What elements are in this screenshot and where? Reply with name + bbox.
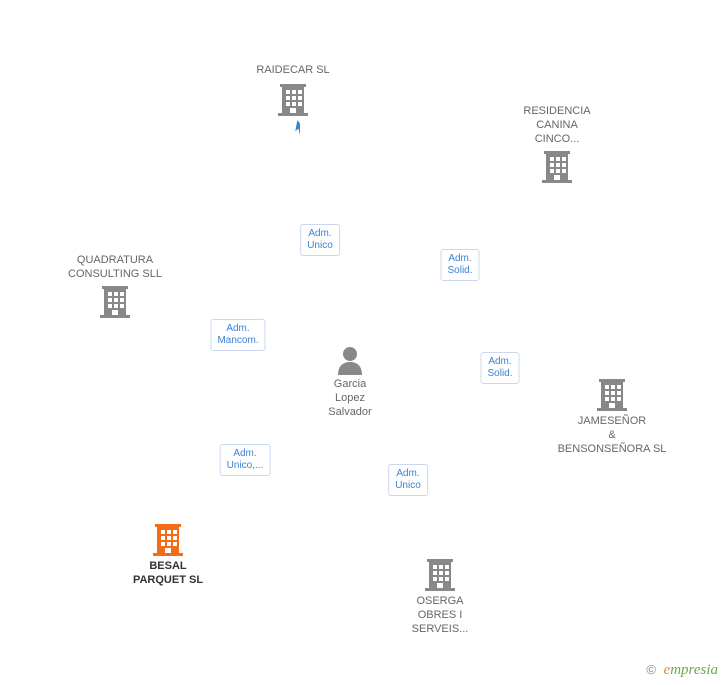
node-label-oserga: OSERGA OBRES I SERVEIS... (412, 595, 469, 636)
building-icon-jamesenor[interactable] (597, 379, 627, 411)
edge-label-jamesenor: Adm. Solid. (480, 352, 519, 384)
building-icon-raidecar[interactable] (278, 84, 308, 116)
edge-label-raidecar: Adm. Unico (300, 224, 340, 256)
node-label-quadratura: QUADRATURA CONSULTING SLL (68, 254, 162, 282)
node-label-residencia: RESIDENCIA CANINA CINCO... (523, 105, 590, 146)
building-icon-residencia[interactable] (542, 151, 572, 183)
diagram-canvas (0, 0, 300, 150)
edge-label-residencia: Adm. Solid. (440, 249, 479, 281)
building-icon-quadratura[interactable] (100, 286, 130, 318)
edge-label-besal: Adm. Unico,... (220, 444, 271, 476)
person-icon[interactable] (336, 345, 364, 375)
node-label-besal: BESAL PARQUET SL (133, 560, 203, 588)
node-label-jamesenor: JAMESEÑOR & BENSONSEÑORA SL (558, 415, 667, 456)
edge-label-quadratura: Adm. Mancom. (210, 319, 265, 351)
node-label-raidecar: RAIDECAR SL (256, 64, 329, 78)
edge-label-oserga: Adm. Unico (388, 464, 428, 496)
copyright-symbol: © (646, 662, 656, 677)
edge-raidecar (298, 121, 300, 150)
center-node-label: Garcia Lopez Salvador (328, 378, 371, 419)
building-icon-besal[interactable] (153, 524, 183, 556)
footer-credit: © empresia (646, 662, 718, 679)
building-icon-oserga[interactable] (425, 559, 455, 591)
brand-rest: mpresia (670, 662, 718, 678)
